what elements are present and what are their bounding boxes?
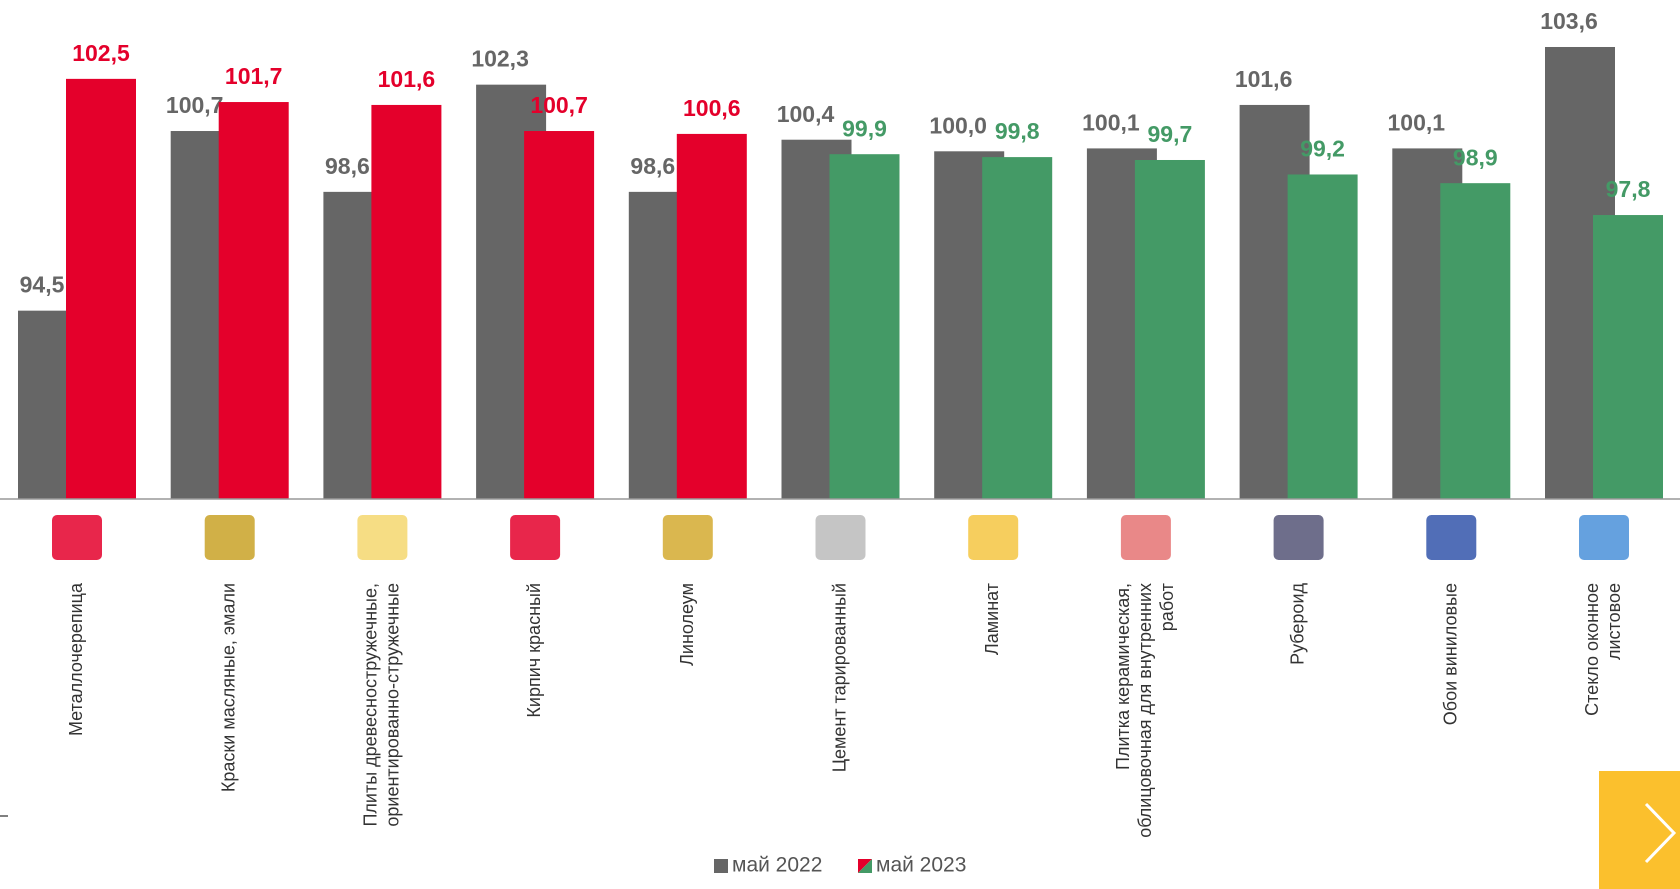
category-icon <box>357 515 408 560</box>
category-label-group: Металлочерепица <box>66 582 86 736</box>
value-label: 102,3 <box>471 46 529 72</box>
value-label: 101,7 <box>225 63 283 89</box>
category-icon <box>968 515 1019 560</box>
bar <box>371 104 442 499</box>
category-label: Рубероид <box>1287 583 1307 665</box>
category-label-group: Плиты древесностружечные, ориентированно-… <box>360 583 402 827</box>
value-label: 100,4 <box>777 101 835 127</box>
category-icon <box>1273 515 1324 560</box>
value-label: 100,7 <box>530 92 588 118</box>
category-label: Стекло оконное листовое <box>1582 583 1624 716</box>
category-icon <box>510 515 561 560</box>
bar <box>982 157 1053 499</box>
legend-label: май 2022 <box>732 854 822 877</box>
category-label-group: Обои виниловые <box>1440 583 1460 725</box>
category-label-group: Ламинат <box>982 583 1002 655</box>
value-label: 101,6 <box>378 66 436 92</box>
category-label: Металлочерепица <box>66 582 86 736</box>
bar <box>1593 215 1663 500</box>
bar <box>676 133 747 500</box>
next-button-bg[interactable] <box>1599 771 1680 889</box>
value-label: 100,1 <box>1388 109 1446 135</box>
value-label: 98,6 <box>630 153 675 179</box>
legend-swatch <box>858 859 872 873</box>
legend-label: май 2023 <box>876 854 966 877</box>
category-label-group: Рубероид <box>1287 583 1307 665</box>
category-label: Плиты древесностружечные, ориентированно-… <box>360 583 402 827</box>
value-label: 100,6 <box>683 95 741 121</box>
category-label: Плитка керамическая, облицовочная для вну… <box>1113 583 1177 838</box>
category-label: Обои виниловые <box>1440 583 1460 725</box>
value-label: 99,9 <box>842 115 887 141</box>
value-label: 99,8 <box>995 118 1040 144</box>
category-label: Ламинат <box>982 583 1002 655</box>
bar <box>829 154 900 499</box>
category-label-group: Краски масляные, эмали <box>218 583 238 792</box>
category-icon <box>662 515 713 560</box>
category-icon <box>52 515 102 560</box>
category-label-group: Кирпич красный <box>524 583 544 718</box>
bar <box>524 131 595 499</box>
bar <box>66 78 136 500</box>
category-label-group: Плитка керамическая, облицовочная для вну… <box>1113 583 1177 838</box>
value-label: 99,2 <box>1300 136 1345 162</box>
bar <box>1134 159 1205 499</box>
category-icon <box>204 515 255 560</box>
legend-swatch <box>714 859 728 873</box>
category-label-group: Стекло оконное листовое <box>1582 583 1624 716</box>
category-icon <box>1579 515 1629 560</box>
value-label: 98,9 <box>1453 144 1498 170</box>
category-label: Кирпич красный <box>524 583 544 718</box>
category-label: Линолеум <box>677 583 697 666</box>
value-label: 99,7 <box>1148 121 1193 147</box>
value-label: 101,6 <box>1235 66 1293 92</box>
bar <box>218 102 289 499</box>
category-icon <box>1120 515 1171 560</box>
category-icon <box>1426 515 1477 560</box>
category-label-group: Линолеум <box>677 583 697 666</box>
value-label: 103,6 <box>1540 8 1598 34</box>
value-label: 100,7 <box>166 92 224 118</box>
category-label: Краски масляные, эмали <box>218 583 238 792</box>
category-label: Цемент тарированный <box>829 583 849 772</box>
next-arrow[interactable] <box>1644 802 1677 864</box>
category-label-group: Цемент тарированный <box>829 583 849 772</box>
bar <box>1440 183 1511 500</box>
value-label: 94,5 <box>20 272 65 298</box>
value-label: 102,5 <box>72 40 130 66</box>
value-label: 97,8 <box>1606 176 1651 202</box>
next-button[interactable] <box>1599 771 1680 889</box>
category-icon <box>815 515 866 560</box>
value-label: 100,1 <box>1082 109 1140 135</box>
value-label: 98,6 <box>325 153 370 179</box>
bar <box>1287 174 1358 500</box>
value-label: 100,0 <box>929 112 987 138</box>
